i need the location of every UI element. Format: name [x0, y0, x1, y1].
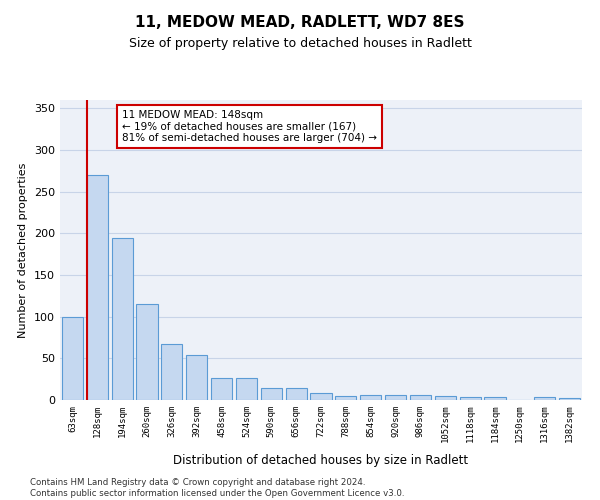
Text: Size of property relative to detached houses in Radlett: Size of property relative to detached ho… — [128, 38, 472, 51]
Bar — [435, 396, 456, 400]
Bar — [534, 396, 555, 400]
Bar — [161, 344, 182, 400]
Text: 11, MEDOW MEAD, RADLETT, WD7 8ES: 11, MEDOW MEAD, RADLETT, WD7 8ES — [135, 15, 465, 30]
Text: 11 MEDOW MEAD: 148sqm
← 19% of detached houses are smaller (167)
81% of semi-det: 11 MEDOW MEAD: 148sqm ← 19% of detached … — [122, 110, 377, 143]
Bar — [87, 175, 108, 400]
Bar — [410, 395, 431, 400]
Bar — [484, 396, 506, 400]
Bar — [385, 395, 406, 400]
Bar — [310, 392, 332, 400]
Text: Contains HM Land Registry data © Crown copyright and database right 2024.
Contai: Contains HM Land Registry data © Crown c… — [30, 478, 404, 498]
Bar — [261, 388, 282, 400]
Bar — [186, 355, 207, 400]
Bar — [211, 378, 232, 400]
Bar — [136, 304, 158, 400]
Y-axis label: Number of detached properties: Number of detached properties — [19, 162, 28, 338]
Bar — [460, 396, 481, 400]
Bar — [360, 395, 381, 400]
Bar — [236, 378, 257, 400]
X-axis label: Distribution of detached houses by size in Radlett: Distribution of detached houses by size … — [173, 454, 469, 466]
Bar — [286, 388, 307, 400]
Bar — [335, 396, 356, 400]
Bar — [559, 398, 580, 400]
Bar — [62, 316, 83, 400]
Bar — [112, 238, 133, 400]
